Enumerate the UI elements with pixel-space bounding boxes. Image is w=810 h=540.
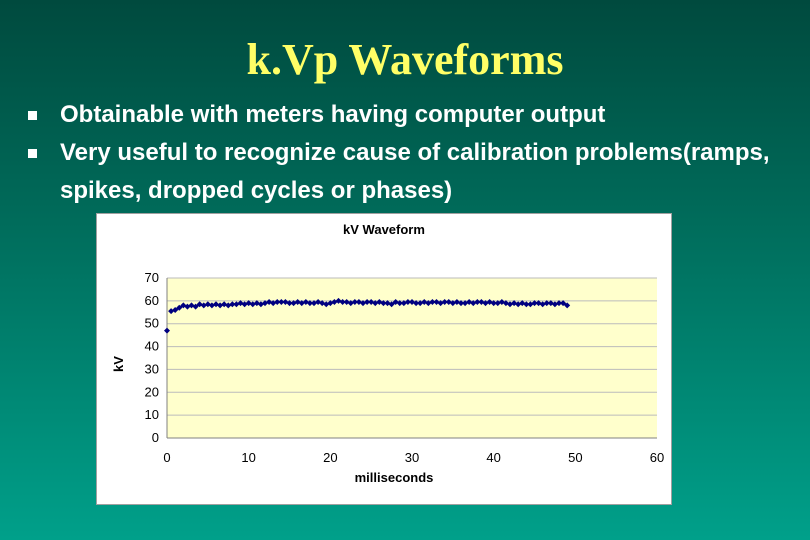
y-tick-label: 0 (152, 430, 159, 445)
bullet-square-icon (28, 111, 37, 120)
x-axis-label: milliseconds (355, 470, 434, 485)
data-point (470, 300, 477, 307)
data-point (351, 299, 358, 305)
data-point (257, 301, 264, 308)
data-point (462, 300, 469, 307)
bullet-text: Very useful to recognize cause of calibr… (60, 139, 770, 204)
data-point (449, 300, 456, 307)
bullet-text: Obtainable with meters having computer o… (60, 101, 606, 128)
data-point (396, 300, 403, 307)
data-point (380, 300, 387, 307)
data-point (547, 300, 554, 307)
data-point (388, 301, 395, 308)
data-point (323, 301, 330, 308)
data-point (241, 301, 248, 308)
data-point (274, 299, 281, 305)
data-point (400, 300, 407, 307)
data-point (474, 299, 481, 305)
data-point (331, 299, 338, 305)
x-tick-label: 10 (241, 450, 255, 465)
bullet-item: Obtainable with meters having computer o… (28, 96, 798, 134)
bullet-item: Very useful to recognize cause of calibr… (28, 134, 798, 210)
data-point (298, 300, 305, 307)
data-point (233, 301, 240, 308)
tick-labels: 0 10 20 30 40 50 60 70 0 10 20 30 40 50 60 (145, 270, 665, 465)
x-tick-label: 0 (163, 450, 170, 465)
data-point (523, 301, 530, 308)
data-point (188, 302, 195, 309)
slide-title: k.Vp Waveforms (246, 35, 564, 84)
data-point (437, 300, 444, 307)
data-point (172, 307, 179, 313)
data-point (511, 300, 518, 307)
data-point (262, 300, 268, 307)
data-point (347, 300, 354, 307)
data-point (229, 301, 236, 308)
data-point (360, 300, 366, 307)
x-tick-label: 20 (323, 450, 337, 465)
axes (166, 278, 657, 439)
bullet-square-icon (28, 149, 37, 158)
data-point (458, 300, 464, 307)
data-point (282, 299, 289, 305)
data-point (339, 299, 346, 305)
data-point (429, 299, 436, 305)
data-point (180, 302, 187, 309)
bullet-list: Obtainable with meters having computer o… (28, 96, 798, 210)
data-point (319, 300, 326, 307)
y-tick-label: 60 (145, 293, 159, 308)
data-point (184, 303, 191, 310)
data-point (404, 299, 411, 305)
x-tick-label: 30 (405, 450, 419, 465)
data-point (564, 302, 571, 309)
data-point (441, 299, 448, 305)
data-point (364, 299, 371, 305)
y-tick-label: 10 (145, 407, 159, 422)
data-point (535, 300, 542, 307)
data-point (482, 300, 489, 307)
data-point (372, 300, 379, 307)
data-point (425, 300, 432, 307)
data-point (413, 300, 420, 307)
data-point (278, 299, 285, 305)
y-tick-label: 70 (145, 270, 159, 285)
data-point (531, 300, 538, 307)
y-axis-label: kV (111, 356, 126, 372)
chart-container: 0 10 20 30 40 50 60 70 0 10 20 30 40 50 60 kV Waveform… (96, 213, 672, 505)
x-tick-label: 40 (486, 450, 500, 465)
kv-waveform-chart: 0 10 20 30 40 50 60 70 0 10 20 30 40 50 60 kV Waveform… (111, 222, 665, 485)
data-point (168, 308, 175, 315)
y-tick-label: 40 (145, 339, 159, 354)
x-tick-label: 50 (568, 450, 582, 465)
y-tick-label: 50 (145, 316, 159, 331)
data-point (270, 300, 277, 307)
data-point (306, 300, 313, 307)
data-point (164, 327, 170, 334)
data-point (249, 301, 256, 308)
data-point (494, 300, 501, 307)
data-point (294, 299, 301, 305)
y-tick-label: 30 (145, 361, 159, 376)
chart-title: kV Waveform (343, 222, 425, 237)
data-point (560, 300, 567, 307)
data-point (286, 300, 293, 307)
data-point (335, 297, 342, 304)
x-tick-label: 60 (650, 450, 664, 465)
data-point (490, 300, 497, 307)
data-point (556, 300, 562, 307)
data-point (417, 300, 424, 307)
y-tick-label: 20 (145, 384, 159, 399)
series-kv (164, 297, 571, 334)
data-point (507, 301, 513, 308)
data-point (543, 300, 550, 307)
data-point (311, 300, 317, 307)
data-point (192, 303, 199, 310)
data-point (176, 304, 183, 311)
data-point (343, 299, 350, 305)
